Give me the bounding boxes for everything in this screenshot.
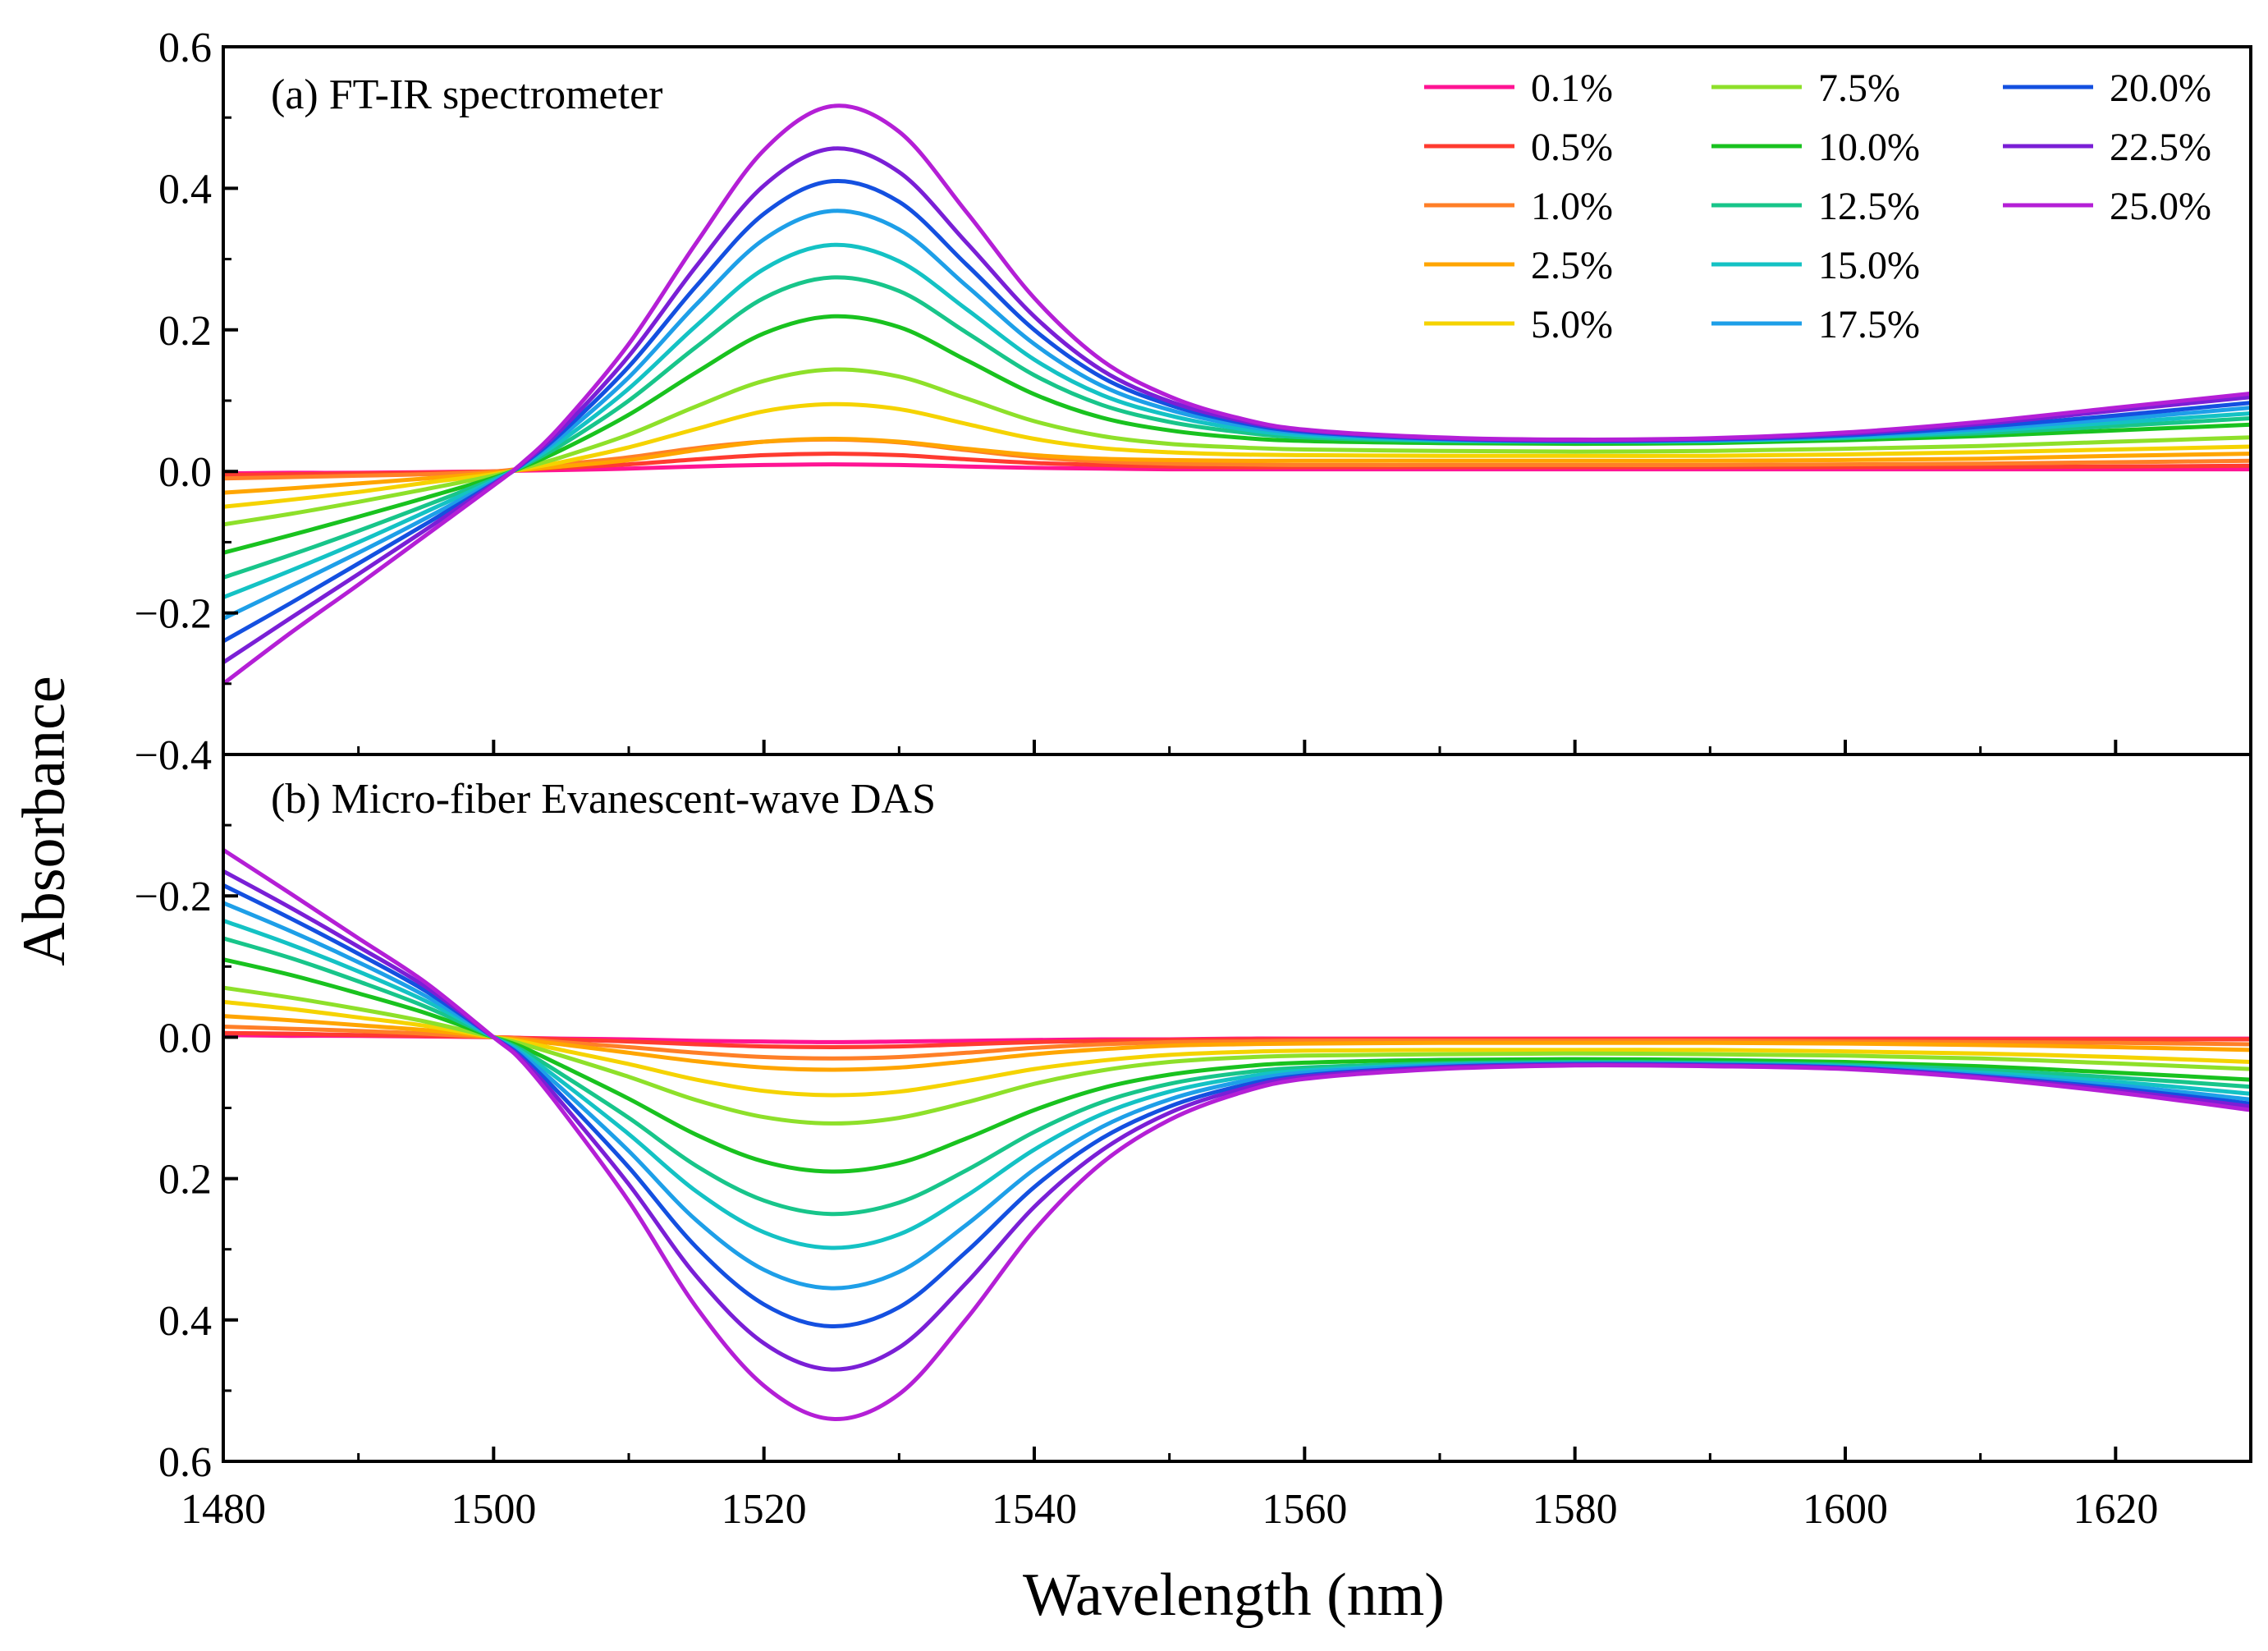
legend-label: 5.0% [1531, 303, 1613, 346]
legend-label: 1.0% [1531, 185, 1613, 228]
y-axis-title: Absorbance [11, 676, 78, 965]
x-tick-label: 1480 [181, 1486, 266, 1533]
series-line-20-0pct [223, 178, 2251, 644]
legend-label: 17.5% [1818, 303, 1920, 346]
x-tick-label: 1580 [1533, 1486, 1618, 1533]
y-tick-label: 0.4 [158, 166, 212, 213]
y-tick-label: 0.6 [158, 1439, 212, 1486]
panel-b: −0.2 0.0 0.2 0.4 0.6 [135, 753, 2252, 1486]
legend-label: 22.5% [2110, 126, 2211, 169]
y-tick-label: 0.0 [158, 449, 212, 496]
series-line-22-5pct [223, 146, 2251, 664]
legend-label: 20.0% [2110, 66, 2211, 110]
series-line-20-0pct [223, 883, 2251, 1329]
legend-label: 7.5% [1818, 66, 1900, 110]
legend-label: 0.1% [1531, 66, 1613, 110]
y-tick-label: −0.4 [135, 732, 212, 779]
panel-frame [222, 45, 2252, 756]
series-line-22-5pct [223, 869, 2251, 1372]
panel-frame [222, 753, 2252, 1463]
legend-label: 2.5% [1531, 244, 1613, 287]
legend: 0.1% 0.5% 1.0% 2.5% 5.0% 7.5% 10.0% 12.5% 15.0% 1… [1424, 66, 2211, 346]
series-line-25-0pct [223, 103, 2251, 686]
y-tick-label: 0.2 [158, 308, 212, 355]
y-tick-label: 0.0 [158, 1015, 212, 1062]
x-tick-label: 1500 [451, 1486, 536, 1533]
y-tick-label: 0.2 [158, 1157, 212, 1204]
y-tick-label: 0.4 [158, 1298, 212, 1345]
x-tick-label: 1520 [722, 1486, 807, 1533]
plot-layer: 0.60.40.20.0−0.2−0.4−0.20.00.20.40.61480… [135, 25, 2252, 1533]
series-line-7-5pct [223, 367, 2251, 527]
panel-a-label: (a) FT-IR spectrometer [271, 71, 662, 118]
x-tick-label: 1620 [2073, 1486, 2158, 1533]
series-group [223, 103, 2251, 686]
x-tick-label: 1560 [1262, 1486, 1347, 1533]
panel-a: 0.6 0.4 0.2 0.0 −0.2 −0.4 [135, 25, 2252, 779]
series-group [223, 848, 2251, 1421]
legend-label: 25.0% [2110, 185, 2211, 228]
legend-label: 12.5% [1818, 185, 1920, 228]
legend-label: 15.0% [1818, 244, 1920, 287]
legend-label: 0.5% [1531, 126, 1613, 169]
series-line-25-0pct [223, 848, 2251, 1421]
x-tick-label: 1540 [992, 1486, 1077, 1533]
y-tick-label: −0.2 [135, 591, 212, 638]
x-tick-label: 1600 [1803, 1486, 1888, 1533]
panel-b-label: (b) Micro-fiber Evanescent-wave DAS [271, 776, 936, 823]
x-axis-title: Wavelength (nm) [1023, 1562, 1445, 1629]
series-line-17-5pct [223, 209, 2251, 621]
y-tick-label: 0.6 [158, 25, 212, 71]
legend-label: 10.0% [1818, 126, 1920, 169]
y-tick-label: −0.2 [135, 874, 212, 920]
